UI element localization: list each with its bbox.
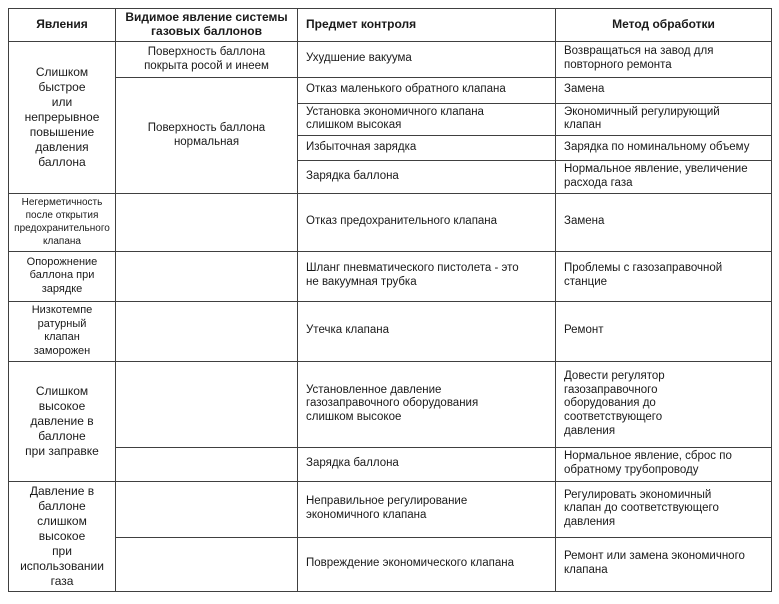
- control-item-cell: Установленное давление газозаправочного …: [297, 360, 556, 448]
- method-cell: Нормальное явление, увеличение расхода г…: [555, 160, 772, 194]
- table-row: Низкотемпе ратурный клапан заморожен Уте…: [8, 300, 772, 362]
- table-row: Зарядка баллона Нормальное явление, увел…: [9, 160, 772, 194]
- method-cell: Замена: [555, 76, 772, 104]
- method-cell: Регулировать экономичный клапан до соотв…: [555, 480, 772, 538]
- visible-state-cell: [115, 360, 298, 448]
- table-row: Слишком высокое давление в баллоне при з…: [8, 360, 772, 482]
- method-cell: Экономичный регулирующий клапан: [555, 102, 772, 137]
- table-row: Поверхность баллона нормальная Отказ мал…: [9, 76, 772, 194]
- control-item-cell: Избыточная зарядка: [297, 135, 556, 162]
- header-visible-state: Видимое явление системы газовых баллонов: [115, 8, 298, 42]
- control-item-cell: Отказ маленького обратного клапана: [297, 76, 556, 104]
- control-item-cell: Отказ предохранительного клапана: [297, 192, 556, 252]
- method-cell: Замена: [555, 192, 772, 252]
- method-cell: Ремонт или замена экономичного клапана: [555, 536, 772, 592]
- table-row: Слишком быстрое или непрерывное повышени…: [8, 40, 772, 194]
- table-row: Повреждение экономического клапана Ремон…: [9, 536, 772, 592]
- phenomenon-cell: Низкотемпе ратурный клапан заморожен: [8, 300, 116, 362]
- visible-state-cell: [115, 300, 298, 362]
- method-cell: Ремонт: [555, 300, 772, 362]
- method-cell: Нормальное явление, сброс по обратному т…: [555, 446, 772, 482]
- table-header-row: Явления Видимое явление системы газовых …: [8, 8, 772, 42]
- table-row: Зарядка баллона Нормальное явление, сбро…: [9, 446, 772, 482]
- table-row: Негерметичность после открытия предохран…: [8, 192, 772, 252]
- phenomenon-cell: Давление в баллоне слишком высокое при и…: [8, 480, 116, 592]
- control-item-cell: Установка экономичного клапана слишком в…: [297, 102, 556, 137]
- phenomenon-cell: Опорожнение баллона при зарядке: [8, 250, 116, 302]
- visible-state-cell: [115, 250, 298, 302]
- phenomenon-cell: Слишком быстрое или непрерывное повышени…: [8, 40, 116, 194]
- visible-state-cell: [115, 446, 298, 482]
- method-cell: Довести регулятор газозаправочного обору…: [555, 360, 772, 448]
- visible-state-cell: Поверхность баллона покрыта росой и инее…: [115, 40, 298, 78]
- gas-cylinder-fault-table: Явления Видимое явление системы газовых …: [8, 8, 772, 592]
- header-control-item: Предмет контроля: [297, 8, 556, 42]
- control-item-cell: Утечка клапана: [297, 300, 556, 362]
- phenomenon-cell: Слишком высокое давление в баллоне при з…: [8, 360, 116, 482]
- control-item-cell: Ухудшение вакуума: [297, 40, 556, 78]
- header-phenomena: Явления: [8, 8, 116, 42]
- control-item-cell: Повреждение экономического клапана: [297, 536, 556, 592]
- method-cell: Проблемы с газозаправочной станцие: [555, 250, 772, 302]
- control-item-cell: Зарядка баллона: [297, 446, 556, 482]
- control-item-cell: Зарядка баллона: [297, 160, 556, 194]
- table-row: Избыточная зарядка Зарядка по номинально…: [9, 135, 772, 162]
- visible-state-cell: [115, 480, 298, 538]
- table-row: Давление в баллоне слишком высокое при и…: [8, 480, 772, 592]
- table-row: Опорожнение баллона при зарядке Шланг пн…: [8, 250, 772, 302]
- control-item-cell: Шланг пневматического пистолета - это не…: [297, 250, 556, 302]
- visible-state-cell: [115, 192, 298, 252]
- visible-state-cell: Поверхность баллона нормальная: [115, 76, 298, 194]
- method-cell: Возвращаться на завод для повторного рем…: [555, 40, 772, 78]
- control-item-cell: Неправильное регулирование экономичного …: [297, 480, 556, 538]
- phenomenon-cell: Негерметичность после открытия предохран…: [8, 192, 116, 252]
- method-cell: Зарядка по номинальному объему: [555, 135, 772, 162]
- visible-state-cell: [115, 536, 298, 592]
- header-method: Метод обработки: [555, 8, 772, 42]
